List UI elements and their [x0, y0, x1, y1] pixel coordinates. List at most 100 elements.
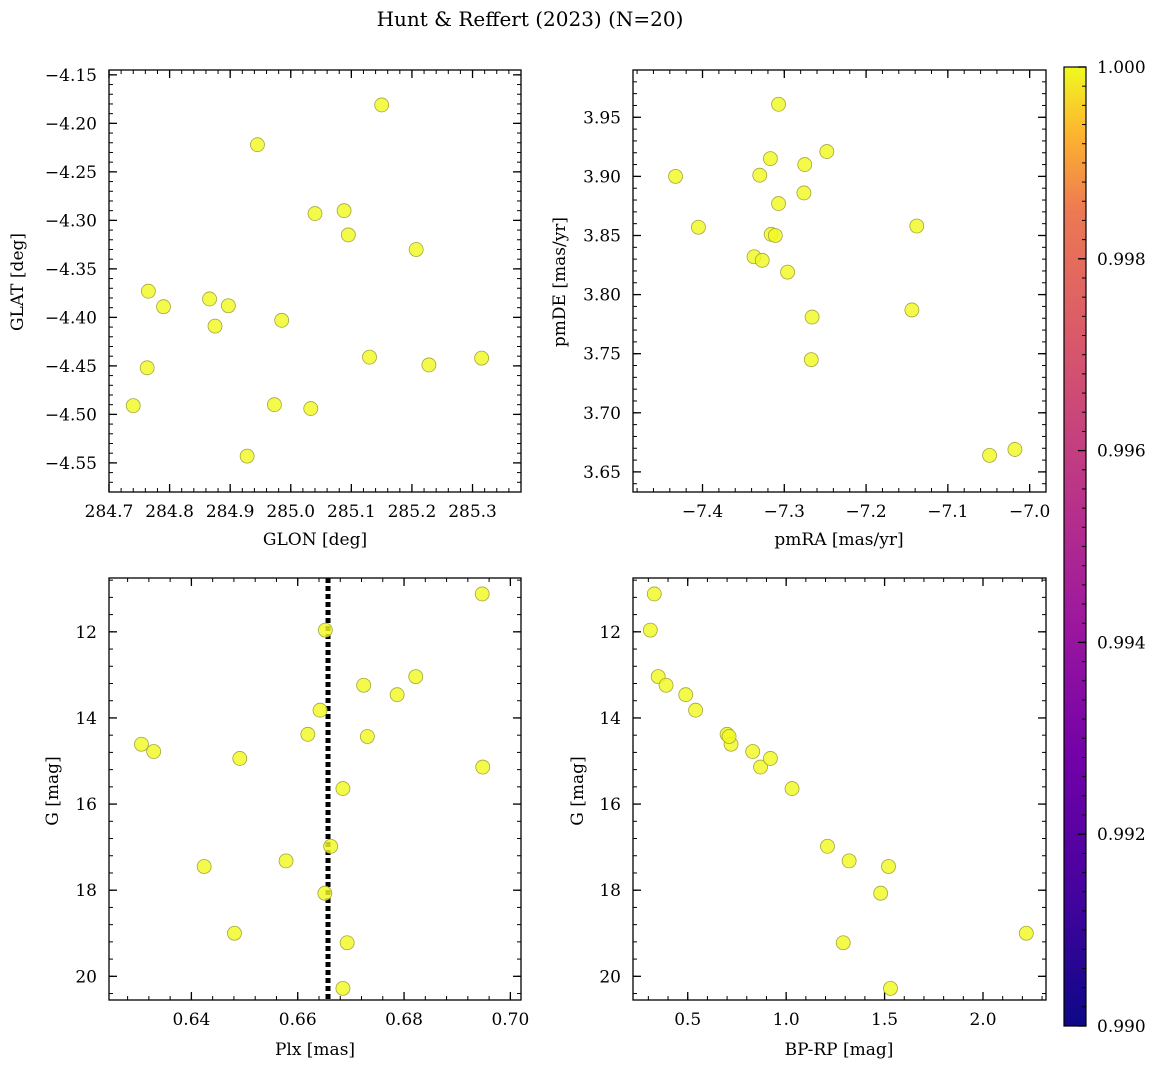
data-point [278, 853, 294, 869]
y-tick-label: 14 [599, 709, 621, 729]
data-point [1007, 442, 1023, 457]
data-point [909, 218, 925, 234]
colorbar-tick-label: 0.990 [1097, 1017, 1146, 1037]
x-tick-label: 0.70 [491, 1010, 529, 1030]
x-tick-label: 1.5 [871, 1010, 898, 1030]
data-point [317, 622, 333, 638]
x-tick-label: 285.3 [448, 502, 497, 522]
data-point [721, 729, 737, 744]
data-point [300, 726, 316, 742]
y-tick-label: 14 [75, 709, 97, 729]
data-point [819, 144, 835, 159]
data-point [362, 349, 377, 365]
data-point [767, 228, 783, 243]
data-point [340, 227, 356, 243]
data-point [646, 586, 662, 602]
y-tick-label: 16 [75, 795, 97, 815]
data-point [745, 744, 761, 759]
data-point [312, 702, 328, 718]
data-point [250, 137, 265, 153]
y-tick-label: −4.30 [45, 211, 97, 231]
data-point [784, 781, 800, 796]
data-point [134, 736, 149, 752]
data-point [883, 980, 898, 996]
data-point [323, 838, 339, 854]
panel-plx-g: 0.64 0.66 0.68 0.70 12 14 16 18 20 Plx [mas] G [… [43, 577, 529, 1060]
data-point [220, 298, 236, 314]
colorbar-tick-label: 0.992 [1097, 825, 1146, 845]
data-point [1018, 925, 1034, 941]
ylabel-bprp-g: G [mag] [568, 756, 588, 825]
y-tick-label: −4.15 [45, 66, 97, 86]
axes-pmra-pmde: −7.4 −7.3 −7.2 −7.1 −7.0 3.65 3.70 3.75 3.80 3.85… [583, 69, 1050, 522]
colorbar: 0.990 0.992 0.994 0.996 0.998 1.000 [1063, 58, 1146, 1037]
data-point [125, 398, 141, 414]
data-point [881, 859, 896, 874]
data-point [658, 677, 674, 693]
data-point [196, 859, 212, 874]
data-point [335, 980, 351, 996]
data-point [374, 97, 390, 113]
x-tick-label: −7.4 [682, 502, 723, 522]
data-point [752, 167, 768, 183]
data-point [688, 702, 703, 718]
data-point [820, 838, 835, 854]
y-tick-label: −4.35 [45, 260, 97, 280]
x-tick-label: 0.66 [279, 1010, 317, 1030]
x-tick-label: 0.68 [385, 1010, 423, 1030]
x-tick-label: 285.0 [266, 502, 315, 522]
axes-glon-glat: 284.7 284.8 284.9 285.0 285.1 285.2 285.3 −4.15… [45, 66, 522, 522]
x-tick-label: 284.7 [85, 502, 134, 522]
y-tick-label: −4.45 [45, 357, 97, 377]
data-point [797, 157, 813, 172]
y-tick-label: 18 [599, 881, 621, 901]
colorbar-ticks: 0.990 0.992 0.994 0.996 0.998 1.000 [1078, 58, 1146, 1037]
data-point [803, 352, 819, 368]
data-point [336, 203, 352, 219]
x-tick-label: 0.5 [674, 1010, 701, 1030]
axes-bprp-g: 0.5 1.0 1.5 2.0 12 14 16 18 20 [599, 577, 1047, 1030]
data-point [274, 312, 290, 328]
data-point [202, 291, 217, 307]
y-tick-label: 3.80 [583, 286, 621, 306]
data-point [474, 350, 490, 366]
axes-frame [108, 577, 522, 1001]
data-point [140, 283, 156, 299]
data-point [239, 448, 255, 464]
data-point [335, 781, 351, 796]
x-tick-label: −7.2 [845, 502, 886, 522]
data-point [356, 677, 372, 693]
data-point [804, 309, 820, 325]
colorbar-tick-label: 0.994 [1097, 633, 1146, 653]
y-tick-label: 18 [75, 881, 97, 901]
y-tick-label: 3.65 [583, 463, 621, 483]
data-point [841, 853, 857, 869]
data-point [207, 318, 223, 334]
axes-frame [108, 69, 522, 493]
x-tick-label: 284.8 [145, 502, 194, 522]
data-point [474, 586, 490, 602]
y-tick-label: −4.40 [45, 308, 97, 328]
axes-frame [632, 577, 1047, 1001]
y-tick-label: 3.85 [583, 226, 621, 246]
data-point [982, 447, 997, 463]
data-point [678, 687, 694, 703]
xlabel-plx-g: Plx [mas] [275, 1040, 355, 1060]
data-point [156, 299, 171, 315]
x-tick-label: 1.0 [773, 1010, 800, 1030]
x-tick-label: −7.1 [927, 502, 968, 522]
data-point [873, 885, 889, 901]
x-tick-label: 285.2 [388, 502, 437, 522]
data-point [780, 264, 795, 280]
y-tick-label: 16 [599, 795, 621, 815]
panel-glon-glat: 284.7 284.8 284.9 285.0 285.1 285.2 285.3 −4.15… [8, 66, 522, 550]
ylabel-glon-glat: GLAT [deg] [8, 233, 28, 331]
xlabel-glon-glat: GLON [deg] [263, 530, 367, 550]
y-tick-label: −4.55 [45, 454, 97, 474]
axes-plx-g: 0.64 0.66 0.68 0.70 12 14 16 18 20 [75, 577, 529, 1030]
figure-title: Hunt & Reffert (2023) (N=20) [377, 7, 684, 31]
data-point [389, 687, 405, 703]
y-tick-label: −4.50 [45, 405, 97, 425]
data-point [796, 185, 812, 201]
